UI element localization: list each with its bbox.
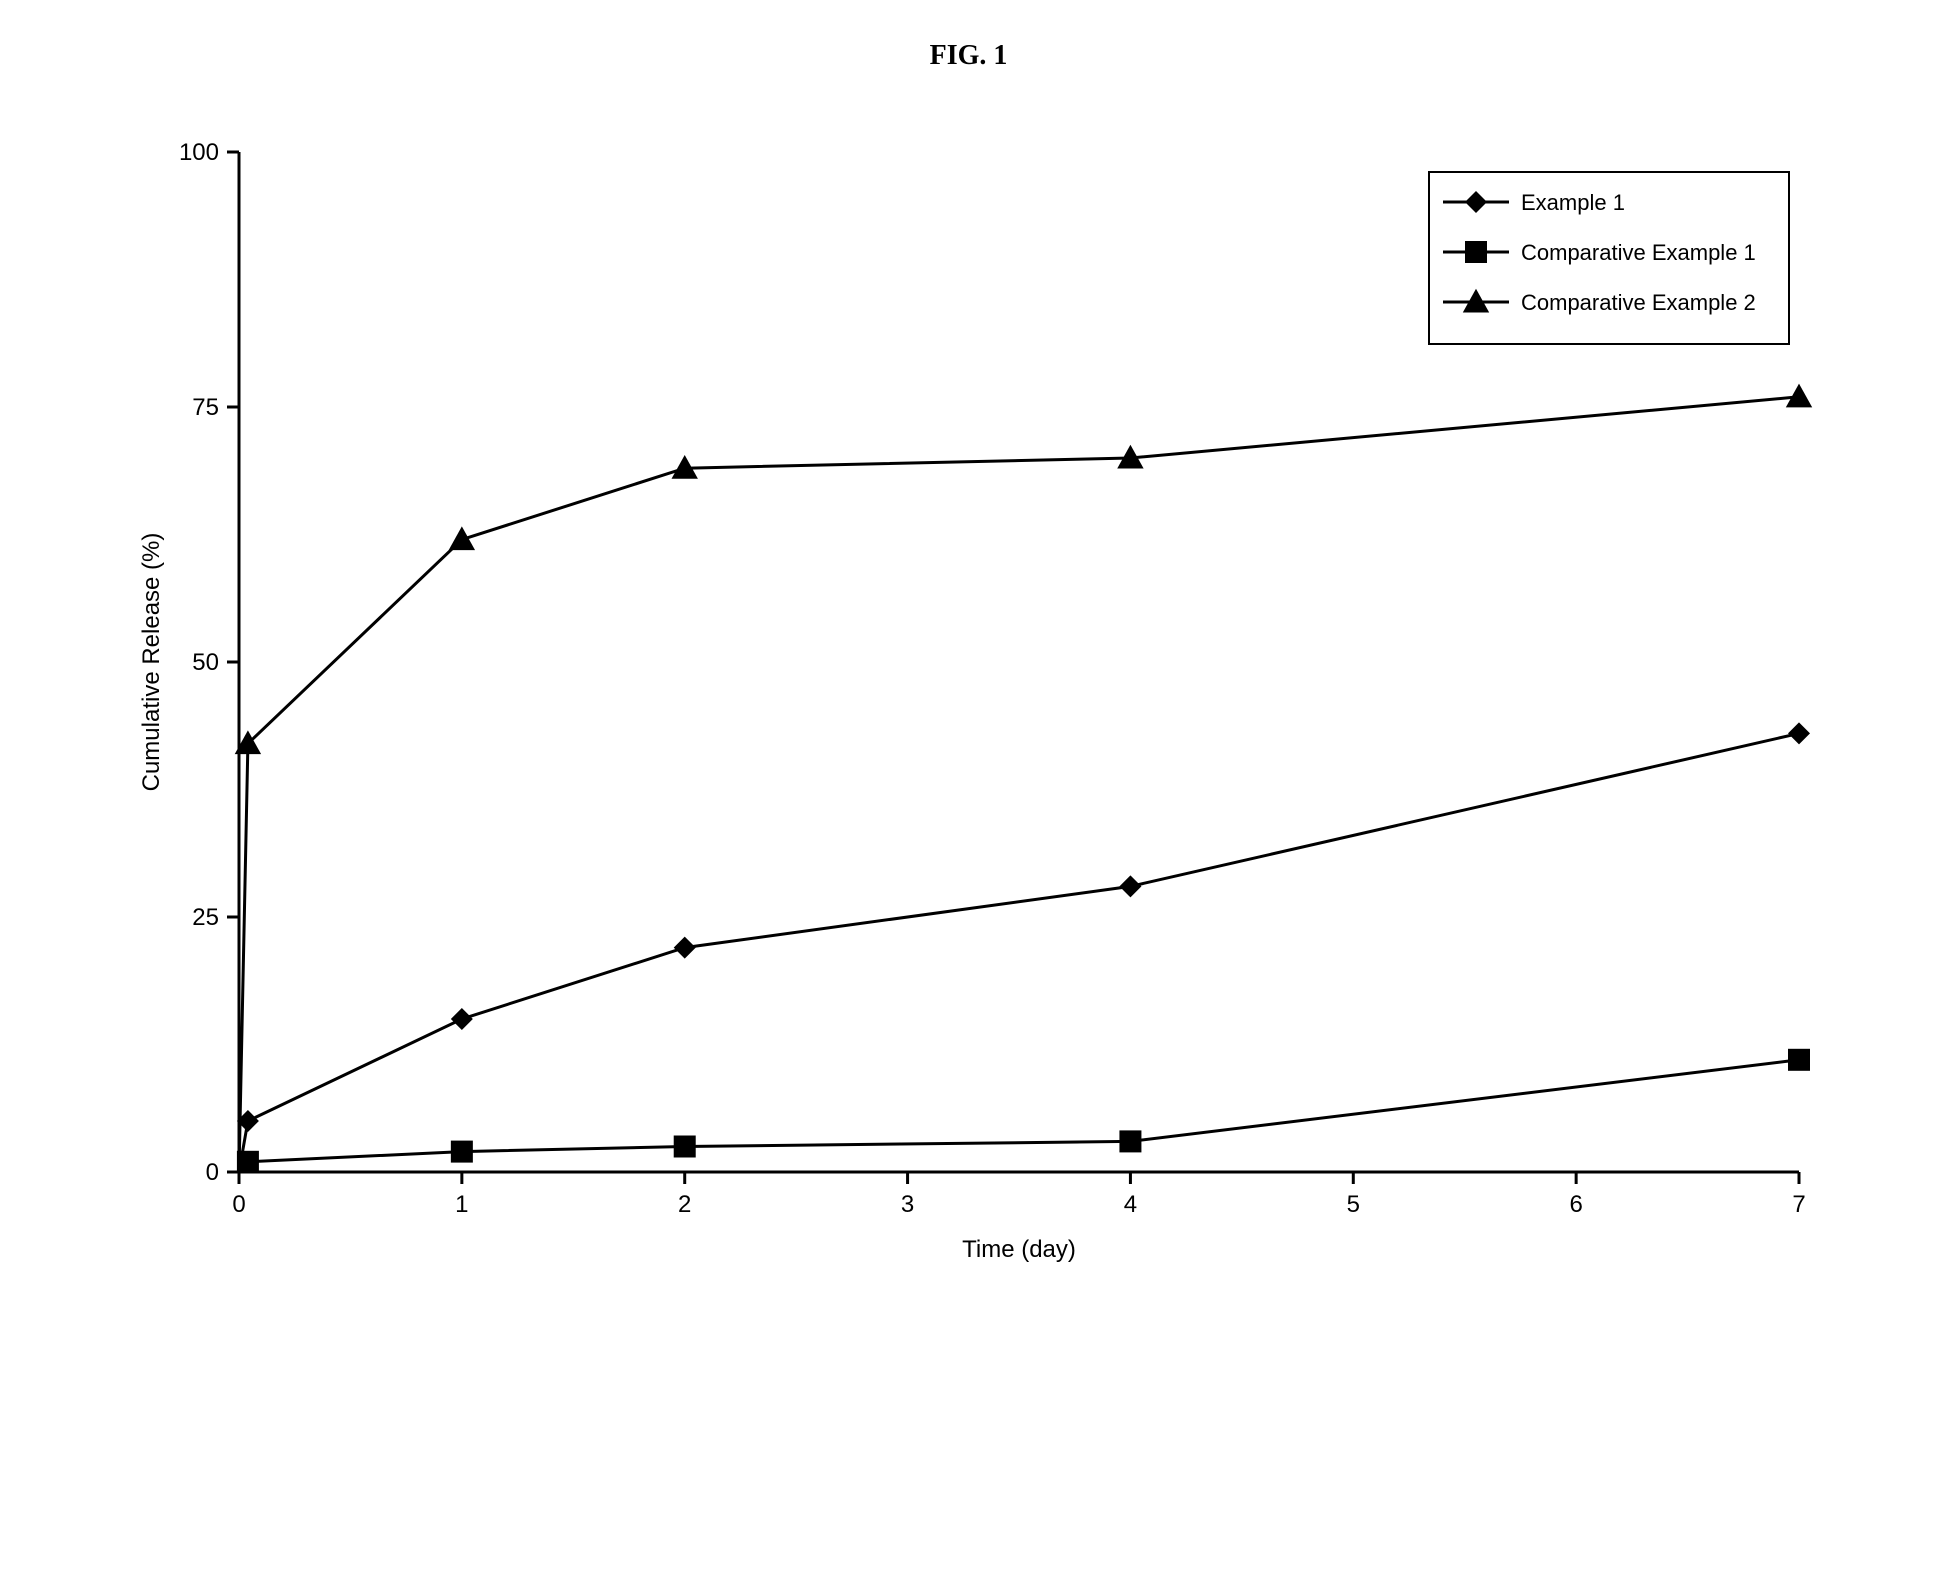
x-tick-label: 4 (1123, 1191, 1136, 1218)
legend-label: Comparative Example 2 (1521, 290, 1756, 315)
x-axis-label: Time (day) (962, 1236, 1076, 1263)
series-line (239, 1060, 1799, 1172)
diamond-marker (1119, 875, 1141, 897)
y-axis-label: Cumulative Release (%) (138, 533, 165, 792)
y-tick-label: 100 (178, 139, 218, 166)
square-marker (450, 1141, 472, 1163)
series-comparative-example-2 (234, 384, 1811, 1172)
series-line (239, 733, 1799, 1172)
series-line (239, 397, 1799, 1172)
diamond-marker (1788, 722, 1810, 744)
series-example-1 (236, 722, 1809, 1172)
triangle-marker (1785, 384, 1811, 408)
y-tick-label: 50 (192, 649, 219, 676)
legend-label: Example 1 (1521, 190, 1625, 215)
chart-svg: 0 25 50 75 100 0 1 2 3 4 5 6 7 Time (day) Cumulative R… (119, 132, 1819, 1292)
x-tick-label: 3 (900, 1191, 913, 1218)
x-tick-label: 2 (678, 1191, 691, 1218)
square-marker (673, 1136, 695, 1158)
figure-title: FIG. 1 (40, 40, 1897, 72)
x-tick-label: 7 (1792, 1191, 1805, 1218)
triangle-marker (448, 526, 474, 550)
x-tick-label: 6 (1569, 1191, 1582, 1218)
y-tick-label: 75 (192, 394, 219, 421)
square-marker (1465, 241, 1487, 263)
legend-label: Comparative Example 1 (1521, 240, 1756, 265)
x-tick-label: 0 (232, 1191, 245, 1218)
legend: Example 1 Comparative Example 1 Comparativ… (1429, 172, 1789, 344)
x-tick-label: 1 (455, 1191, 468, 1218)
square-marker (1788, 1049, 1810, 1071)
y-tick-label: 25 (192, 904, 219, 931)
square-marker (1119, 1130, 1141, 1152)
x-tick-label: 5 (1346, 1191, 1359, 1218)
chart-container: 0 25 50 75 100 0 1 2 3 4 5 6 7 Time (day) Cumulative R… (119, 132, 1819, 1292)
diamond-marker (673, 937, 695, 959)
diamond-marker (450, 1008, 472, 1030)
series-comparative-example-1 (236, 1049, 1809, 1173)
y-tick-label: 0 (205, 1159, 218, 1186)
